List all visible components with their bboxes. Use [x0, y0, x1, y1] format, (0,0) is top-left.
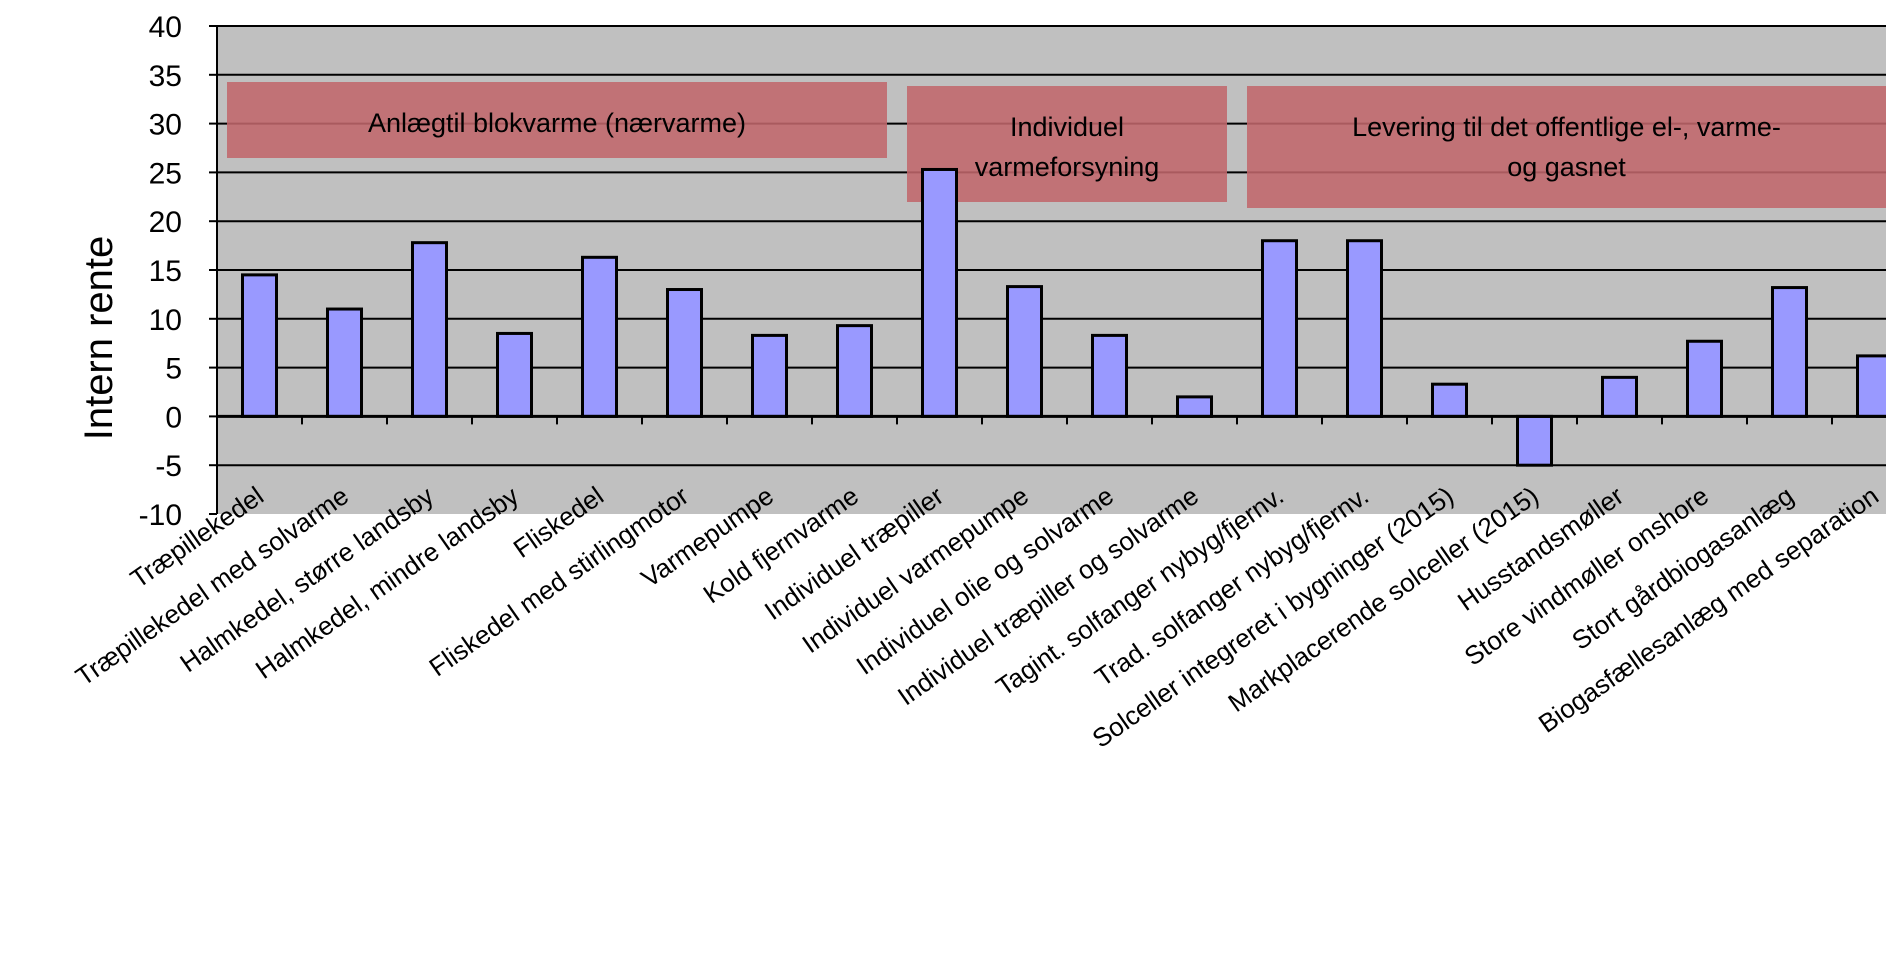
- y-tick-label: -5: [155, 450, 182, 483]
- group-box: [907, 86, 1227, 202]
- bar: [581, 255, 618, 418]
- group-label: Anlægtil blokvarme (nærvarme): [368, 108, 746, 138]
- bar: [326, 307, 363, 418]
- bar: [1686, 339, 1723, 418]
- y-tick-label: 40: [149, 11, 182, 44]
- group-label: Levering til det offentlige el-, varme-: [1352, 112, 1781, 142]
- bar: [1346, 239, 1383, 418]
- group-boxes: Anlægtil blokvarme (nærvarme) Individuel v…: [227, 82, 1886, 208]
- bar: [666, 288, 703, 418]
- bar: [921, 167, 958, 418]
- bar: [1261, 239, 1298, 418]
- group-box: [1247, 86, 1886, 208]
- y-tick-label: 5: [165, 353, 182, 386]
- y-tick-label: 0: [165, 401, 182, 434]
- bars: [241, 167, 1886, 467]
- group-label: varmeforsyning: [975, 152, 1160, 182]
- bar: [1006, 285, 1043, 418]
- y-axis: 40 35 30 25 20 15 10 5 0 -5 -10: [139, 11, 218, 532]
- bar: [496, 331, 533, 418]
- y-tick-label: 35: [149, 60, 182, 93]
- group-label: Individuel: [1010, 112, 1124, 142]
- bar: [1431, 382, 1468, 418]
- y-tick-label: 25: [149, 157, 182, 190]
- bar: [1091, 333, 1128, 418]
- group-label: og gasnet: [1507, 152, 1626, 182]
- group-box: [227, 82, 887, 158]
- y-axis-label: Intern rente: [77, 236, 121, 441]
- y-tick-label: 15: [149, 255, 182, 288]
- bar: [1856, 354, 1886, 418]
- bar: [751, 333, 788, 418]
- bar: [1601, 375, 1638, 418]
- bar: [241, 273, 278, 418]
- y-tick-label: 20: [149, 206, 182, 239]
- bar: [411, 241, 448, 418]
- y-tick-label: -10: [139, 499, 182, 532]
- bar: [1176, 395, 1213, 418]
- bar: [1516, 414, 1553, 467]
- bar: [1771, 286, 1808, 418]
- y-tick-label: 30: [149, 109, 182, 142]
- y-tick-label: 10: [149, 304, 182, 337]
- bar: [836, 324, 873, 418]
